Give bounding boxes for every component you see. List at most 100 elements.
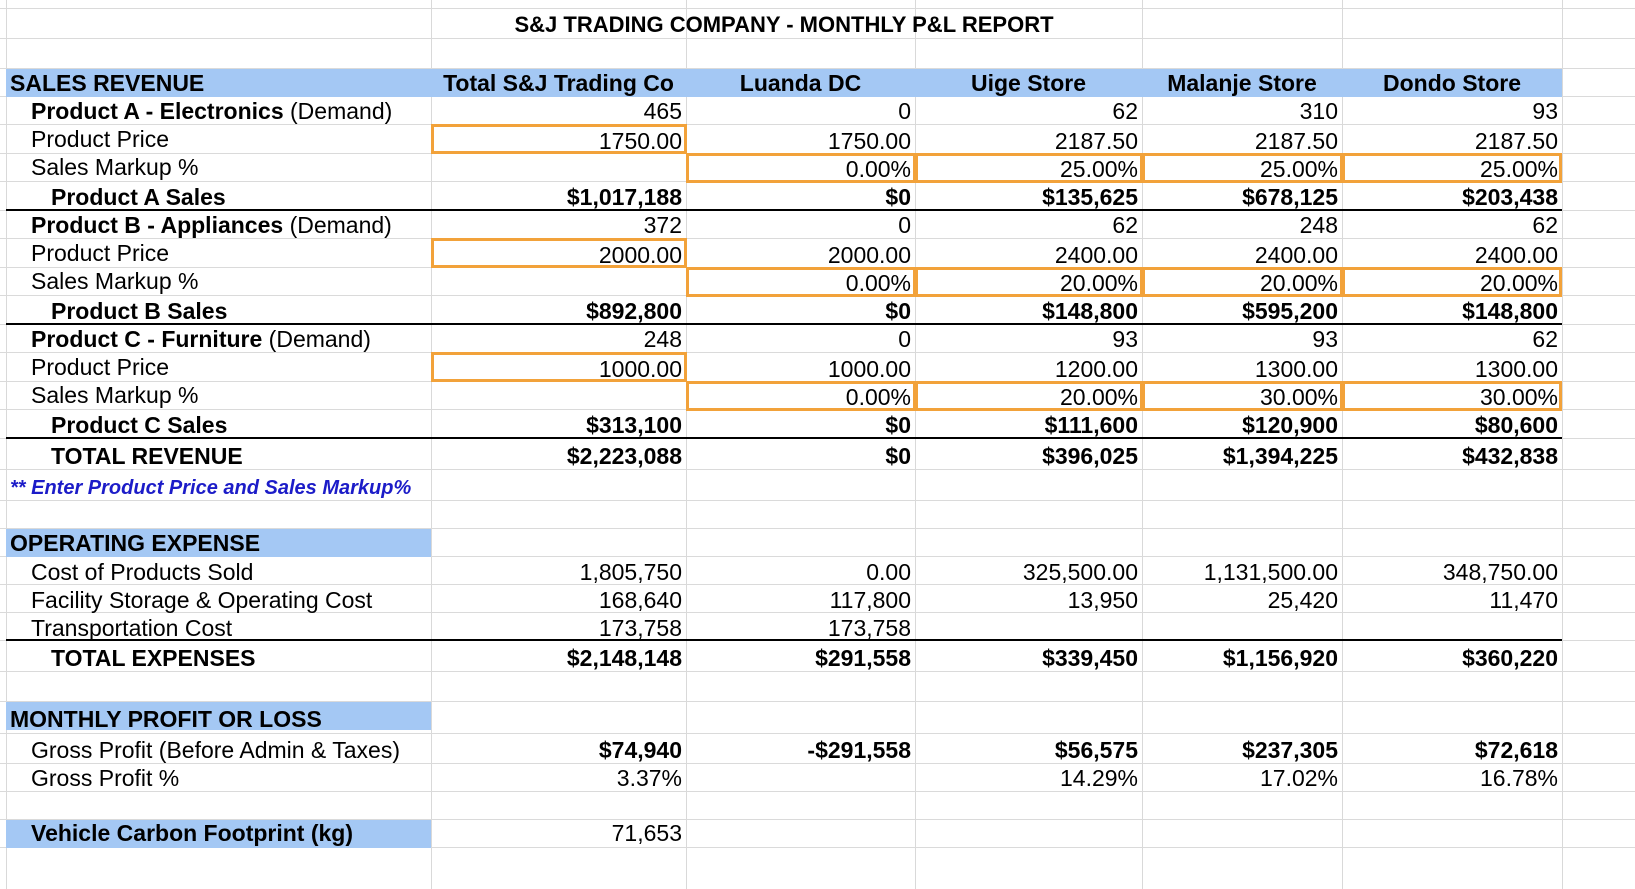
demand-cell[interactable]: 62 bbox=[1112, 98, 1138, 124]
demand-cell[interactable]: 310 bbox=[1299, 98, 1338, 124]
price-cell[interactable]: 2000.00 bbox=[598, 242, 682, 268]
markup-input-box[interactable] bbox=[915, 153, 1143, 183]
product-sales-cell[interactable]: $111,600 bbox=[1044, 412, 1138, 438]
expense-cell[interactable]: 0.00 bbox=[866, 559, 911, 585]
product-sales-cell[interactable]: $0 bbox=[885, 412, 911, 438]
markup-cell[interactable]: 0.00% bbox=[845, 156, 911, 182]
product-sales-cell[interactable]: $892,800 bbox=[586, 298, 682, 324]
price-cell[interactable]: 2400.00 bbox=[1054, 242, 1138, 268]
expense-cell[interactable]: 117,800 bbox=[829, 587, 911, 613]
total-revenue-cell[interactable]: $2,223,088 bbox=[566, 443, 682, 469]
gross-profit-cell[interactable]: $56,575 bbox=[1054, 737, 1138, 763]
total-expenses-cell[interactable]: $360,220 bbox=[1462, 645, 1558, 671]
product-sales-cell[interactable]: $135,625 bbox=[1042, 184, 1138, 210]
demand-cell[interactable]: 62 bbox=[1112, 212, 1138, 238]
price-cell[interactable]: 1300.00 bbox=[1254, 356, 1338, 382]
markup-input-box[interactable] bbox=[1142, 381, 1343, 411]
expense-cell[interactable]: 1,805,750 bbox=[579, 559, 682, 585]
markup-cell[interactable]: 20.00% bbox=[1059, 270, 1138, 296]
demand-cell[interactable]: 93 bbox=[1312, 326, 1338, 352]
expense-cell[interactable]: 1,131,500.00 bbox=[1203, 559, 1338, 585]
column-header[interactable]: Total S&J Trading Co bbox=[443, 70, 674, 96]
total-expenses-cell[interactable]: $291,558 bbox=[815, 645, 911, 671]
total-expenses-cell[interactable]: $339,450 bbox=[1042, 645, 1138, 671]
product-sales-cell[interactable]: $313,100 bbox=[586, 412, 682, 438]
product-sales-cell[interactable]: $0 bbox=[885, 184, 911, 210]
demand-cell[interactable]: 372 bbox=[643, 212, 682, 238]
markup-cell[interactable]: 20.00% bbox=[1059, 384, 1138, 410]
demand-cell[interactable]: 465 bbox=[643, 98, 682, 124]
gross-profit-pct-cell[interactable]: 16.78% bbox=[1479, 765, 1558, 791]
total-revenue-cell[interactable]: $396,025 bbox=[1042, 443, 1138, 469]
markup-cell[interactable] bbox=[431, 155, 682, 183]
demand-cell[interactable]: 62 bbox=[1532, 326, 1558, 352]
price-input-box[interactable] bbox=[431, 238, 687, 268]
price-cell[interactable]: 2187.50 bbox=[1474, 128, 1558, 154]
markup-input-box[interactable] bbox=[686, 381, 916, 411]
price-cell[interactable]: 1000.00 bbox=[598, 356, 682, 382]
markup-input-box[interactable] bbox=[1142, 153, 1343, 183]
total-expenses-cell[interactable]: $2,148,148 bbox=[566, 645, 682, 671]
demand-cell[interactable]: 248 bbox=[1299, 212, 1338, 238]
expense-cell[interactable]: 25,420 bbox=[1267, 587, 1338, 613]
markup-cell[interactable]: 30.00% bbox=[1479, 384, 1558, 410]
product-sales-cell[interactable]: $80,600 bbox=[1474, 412, 1558, 438]
markup-input-box[interactable] bbox=[686, 267, 916, 297]
gross-profit-cell[interactable]: $237,305 bbox=[1242, 737, 1338, 763]
gross-profit-pct-cell[interactable]: 14.29% bbox=[1059, 765, 1138, 791]
column-header[interactable]: Dondo Store bbox=[1383, 70, 1521, 96]
gross-profit-pct-cell[interactable] bbox=[686, 764, 911, 792]
product-sales-cell[interactable]: $148,800 bbox=[1462, 298, 1558, 324]
product-sales-cell[interactable]: $0 bbox=[885, 298, 911, 324]
markup-cell[interactable] bbox=[431, 383, 682, 411]
column-header[interactable]: Uige Store bbox=[970, 70, 1087, 96]
price-cell[interactable]: 2187.50 bbox=[1254, 128, 1338, 154]
demand-cell[interactable]: 93 bbox=[1112, 326, 1138, 352]
price-cell[interactable]: 1750.00 bbox=[598, 128, 682, 154]
gross-profit-pct-cell[interactable]: 3.37% bbox=[616, 765, 682, 791]
markup-cell[interactable]: 0.00% bbox=[845, 270, 911, 296]
price-cell[interactable]: 1300.00 bbox=[1474, 356, 1558, 382]
price-cell[interactable]: 1200.00 bbox=[1054, 356, 1138, 382]
markup-cell[interactable]: 20.00% bbox=[1259, 270, 1338, 296]
gross-profit-pct-cell[interactable]: 17.02% bbox=[1259, 765, 1338, 791]
price-cell[interactable]: 1000.00 bbox=[827, 356, 911, 382]
markup-cell[interactable]: 20.00% bbox=[1479, 270, 1558, 296]
price-input-box[interactable] bbox=[431, 124, 687, 154]
column-header[interactable]: Luanda DC bbox=[739, 70, 862, 96]
expense-cell[interactable] bbox=[915, 614, 1138, 642]
expense-cell[interactable]: 173,758 bbox=[827, 615, 911, 641]
price-cell[interactable]: 1750.00 bbox=[827, 128, 911, 154]
markup-cell[interactable]: 25.00% bbox=[1259, 156, 1338, 182]
markup-cell[interactable]: 30.00% bbox=[1259, 384, 1338, 410]
carbon-footprint-value[interactable]: 71,653 bbox=[611, 820, 682, 846]
price-cell[interactable]: 2187.50 bbox=[1054, 128, 1138, 154]
expense-cell[interactable]: 13,950 bbox=[1067, 587, 1138, 613]
product-sales-cell[interactable]: $203,438 bbox=[1462, 184, 1558, 210]
demand-cell[interactable]: 0 bbox=[898, 212, 911, 238]
gross-profit-cell[interactable]: $72,618 bbox=[1474, 737, 1558, 763]
markup-input-box[interactable] bbox=[1142, 267, 1343, 297]
markup-cell[interactable]: 0.00% bbox=[845, 384, 911, 410]
total-revenue-cell[interactable]: $0 bbox=[885, 443, 911, 469]
markup-input-box[interactable] bbox=[686, 153, 916, 183]
expense-cell[interactable]: 348,750.00 bbox=[1442, 559, 1558, 585]
product-sales-cell[interactable]: $595,200 bbox=[1242, 298, 1338, 324]
demand-cell[interactable]: 0 bbox=[898, 326, 911, 352]
expense-cell[interactable] bbox=[1342, 614, 1558, 642]
gross-profit-cell[interactable]: -$291,558 bbox=[807, 737, 911, 763]
product-sales-cell[interactable]: $678,125 bbox=[1242, 184, 1338, 210]
expense-cell[interactable] bbox=[1142, 614, 1338, 642]
markup-input-box[interactable] bbox=[1342, 267, 1562, 297]
markup-cell[interactable]: 25.00% bbox=[1479, 156, 1558, 182]
price-cell[interactable]: 2000.00 bbox=[827, 242, 911, 268]
markup-input-box[interactable] bbox=[1342, 381, 1562, 411]
column-header[interactable]: Malanje Store bbox=[1167, 70, 1317, 96]
demand-cell[interactable]: 93 bbox=[1532, 98, 1558, 124]
demand-cell[interactable]: 62 bbox=[1532, 212, 1558, 238]
total-expenses-cell[interactable]: $1,156,920 bbox=[1222, 645, 1338, 671]
markup-input-box[interactable] bbox=[915, 267, 1143, 297]
markup-input-box[interactable] bbox=[1342, 153, 1562, 183]
markup-cell[interactable] bbox=[431, 269, 682, 297]
product-sales-cell[interactable]: $120,900 bbox=[1242, 412, 1338, 438]
